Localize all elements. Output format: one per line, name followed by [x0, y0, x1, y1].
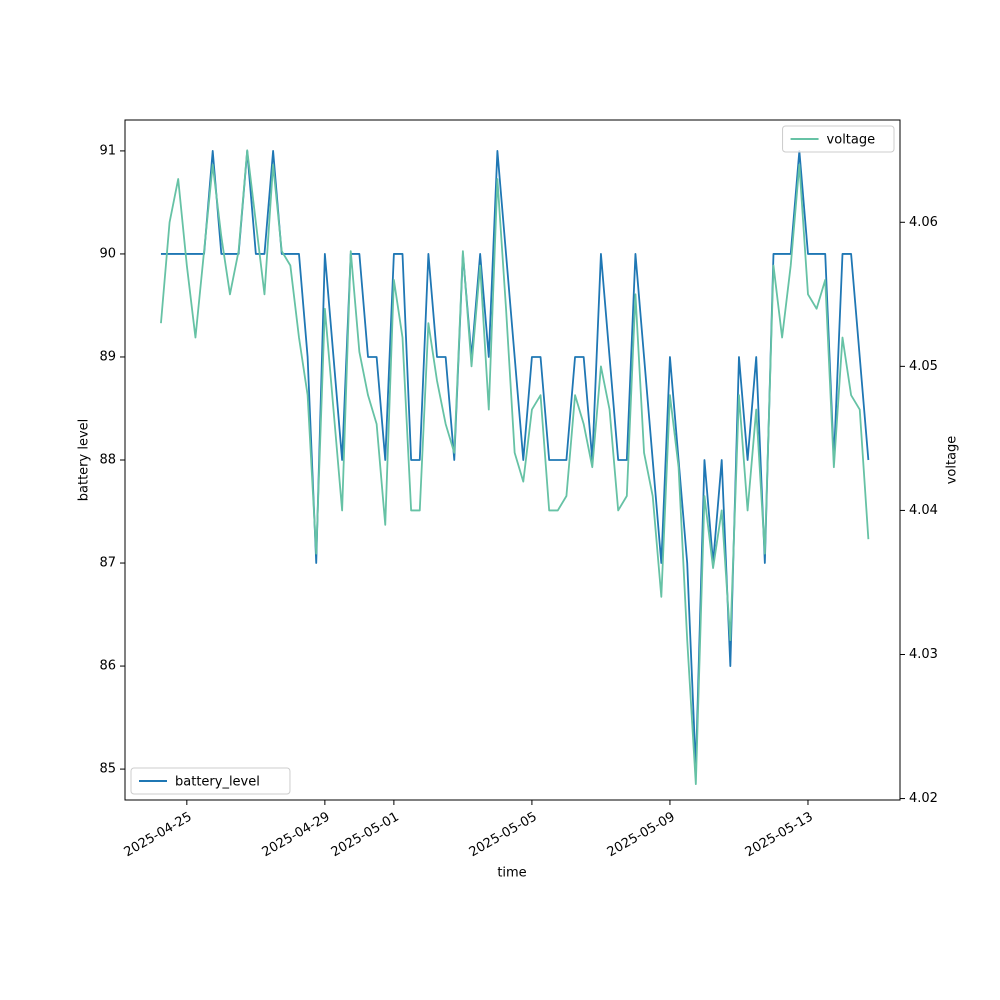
- legend: battery_level: [130, 767, 291, 795]
- y-tick-label: 90: [99, 246, 116, 261]
- x-tick-label: 2025-05-09: [605, 810, 678, 861]
- legend-box: [782, 125, 895, 153]
- y2-axis-label: voltage: [945, 436, 960, 485]
- legend-label: battery_level: [175, 775, 260, 790]
- x-tick-label: 2025-05-05: [467, 810, 540, 861]
- y-tick-label: 86: [99, 659, 116, 674]
- y-axis-label: battery level: [77, 419, 92, 502]
- y-tick-label: 91: [99, 143, 116, 158]
- x-tick-label: 2025-05-13: [743, 810, 816, 861]
- y-tick-label: 85: [99, 762, 116, 777]
- legend: voltage: [782, 125, 895, 153]
- plot-frame: [124, 119, 901, 801]
- data-line: [160, 149, 870, 786]
- y2-tick-label: 4.05: [909, 359, 938, 374]
- x-tick-label: 2025-05-01: [329, 810, 402, 861]
- x-tick-label: 2025-04-29: [260, 810, 333, 861]
- y2-tick-label: 4.04: [909, 503, 938, 518]
- y-tick-label: 87: [99, 556, 116, 571]
- y-tick-label: 89: [99, 349, 116, 364]
- y-tick-label: 88: [99, 453, 116, 468]
- y2-tick-label: 4.02: [909, 791, 938, 806]
- legend-label: voltage: [827, 133, 876, 148]
- x-axis-label: time: [497, 866, 526, 881]
- y2-tick-label: 4.03: [909, 647, 938, 662]
- y2-tick-label: 4.06: [909, 215, 938, 230]
- legend-box: [130, 767, 291, 795]
- x-tick-label: 2025-04-25: [122, 810, 195, 861]
